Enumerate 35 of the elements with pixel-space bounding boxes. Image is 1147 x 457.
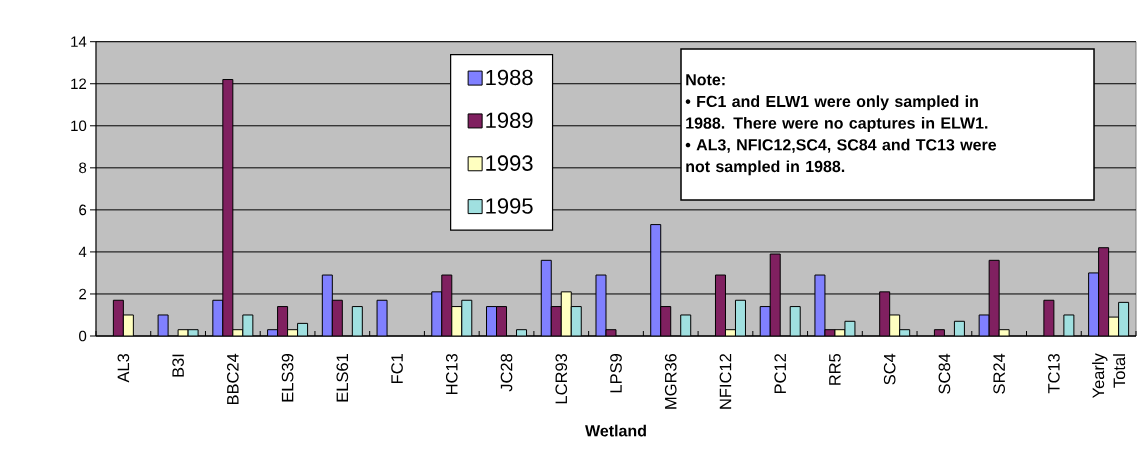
x-tick-label: RR5 <box>829 353 841 385</box>
x-tick-label: AL3 <box>117 353 130 383</box>
x-tick-label: LPS9 <box>610 353 622 393</box>
y-tick-label: 0 <box>79 330 87 342</box>
x-tick-label: ELS39 <box>281 353 294 402</box>
annotation: Note: <box>686 74 725 86</box>
y-tick-label: 6 <box>79 204 87 216</box>
legend-label: 1993 <box>486 155 533 171</box>
x-tick-label: SR24 <box>993 353 1005 394</box>
y-tick-label: 10 <box>71 120 87 132</box>
x-tick-label: Yearly Total <box>1092 353 1126 399</box>
x-tick-label: LCR93 <box>555 353 568 404</box>
annotation: • AL3, NFIC12,SC4, SC84 and TC13 were not sampled in 1988. <box>685 138 997 176</box>
x-tick-label: NFIC12 <box>719 354 732 409</box>
y-tick-label: 2 <box>79 288 87 300</box>
x-tick-label: MGR36 <box>664 353 677 409</box>
x-tick-label: ELS61 <box>336 354 349 402</box>
legend-label: 1995 <box>486 198 533 214</box>
x-tick-label: SC4 <box>883 353 896 385</box>
legend-label: 1989 <box>486 112 533 129</box>
y-tick-label: 14 <box>71 36 87 47</box>
annotation: • FC1 and ELW1 were only sampled in 1988. There were no captures in ELW1. <box>685 95 988 132</box>
x-tick-label: HC13 <box>445 353 458 395</box>
x-tick-label: B3I <box>172 354 184 377</box>
y-tick-label: 4 <box>78 246 87 258</box>
x-tick-label: TC13 <box>1048 353 1060 394</box>
y-tick-label: 12 <box>71 78 87 89</box>
x-tick-label: JC28 <box>500 353 513 392</box>
x-tick-label: BBC24 <box>227 353 239 405</box>
x-tick-label: PC12 <box>774 354 787 394</box>
x-tick-label: FC1 <box>391 354 403 384</box>
x-axis-title: Wetland <box>585 424 646 437</box>
y-tick-label: 8 <box>79 162 87 174</box>
x-tick-label: SC84 <box>938 353 951 394</box>
legend-label: 1988 <box>486 69 533 86</box>
